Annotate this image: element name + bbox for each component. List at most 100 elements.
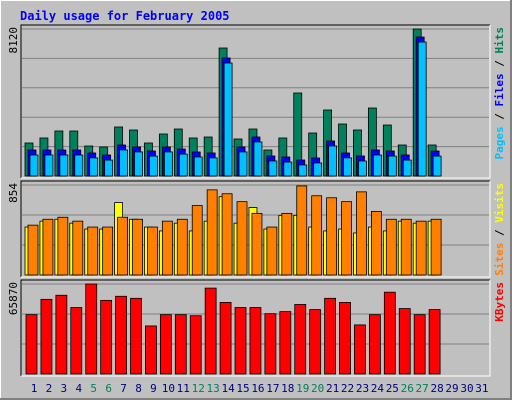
bar	[223, 62, 233, 177]
bar	[208, 157, 218, 177]
bar	[428, 309, 441, 375]
x-tick-label: 18	[281, 382, 294, 395]
bar	[59, 154, 69, 177]
bar	[163, 151, 173, 177]
x-tick-label: 15	[236, 382, 249, 395]
bar	[234, 307, 247, 375]
bar	[324, 297, 337, 375]
y-tick-label: 8120	[7, 27, 20, 54]
panel-edge-dark	[20, 279, 490, 376]
x-tick-label: 14	[221, 382, 235, 395]
bar	[432, 155, 442, 177]
bar	[130, 297, 142, 375]
bar	[117, 216, 128, 276]
panel-edge-light	[21, 181, 491, 278]
bar	[119, 149, 128, 177]
legend-entry: Files	[493, 73, 506, 106]
y-tick-label: 854	[7, 183, 20, 203]
bar	[283, 161, 293, 177]
bar	[311, 195, 323, 276]
panel-edge-light	[21, 280, 491, 377]
bar	[413, 314, 426, 375]
bar	[221, 193, 233, 276]
bar	[176, 218, 188, 276]
bar	[191, 205, 203, 276]
bar	[264, 313, 277, 375]
x-tick-label: 4	[75, 382, 82, 395]
x-tick-label: 8	[135, 382, 142, 395]
bar	[400, 218, 412, 276]
bar	[174, 314, 187, 375]
bar	[343, 157, 352, 177]
bar	[189, 315, 202, 375]
x-tick-label: 23	[356, 382, 369, 395]
bar	[402, 159, 412, 177]
bar	[368, 314, 381, 375]
x-tick-label: 19	[296, 382, 309, 395]
bar	[102, 226, 114, 276]
bar	[40, 298, 53, 375]
bar	[296, 185, 308, 276]
legend-entry: KBytes	[493, 282, 506, 322]
bar	[178, 153, 188, 177]
panel-edge-dark	[20, 180, 490, 277]
bar	[29, 154, 39, 177]
legend: Sites / Visits	[493, 183, 506, 276]
x-tick-label: 22	[341, 382, 354, 395]
x-tick-label: 27	[416, 382, 429, 395]
bar	[134, 151, 143, 177]
x-tick-label: 16	[251, 382, 264, 395]
chart-title: Daily usage for February 2005	[20, 9, 230, 23]
x-tick-label: 12	[192, 382, 205, 395]
panel-edge-light	[21, 25, 491, 179]
x-tick-label: 24	[371, 382, 385, 395]
bar	[238, 151, 248, 177]
bar	[70, 307, 83, 375]
bar	[147, 226, 158, 276]
x-tick-label: 28	[430, 382, 443, 395]
bar	[74, 154, 84, 177]
legend-separator: /	[493, 107, 506, 127]
bar	[385, 218, 397, 276]
legend: Pages / Files / Hits	[493, 27, 506, 160]
bar	[326, 197, 338, 276]
bar	[341, 201, 352, 276]
bar	[204, 287, 217, 375]
bar	[87, 226, 99, 276]
bar	[328, 145, 338, 177]
bar	[372, 154, 382, 177]
x-tick-label: 9	[150, 382, 157, 395]
legend: KBytes	[493, 282, 506, 322]
x-tick-label: 2	[46, 382, 53, 395]
bar	[72, 220, 84, 276]
bar	[253, 141, 263, 177]
x-tick-label: 26	[401, 382, 414, 395]
bar	[206, 189, 218, 276]
bar	[387, 155, 397, 177]
bar	[55, 294, 68, 375]
bar	[313, 162, 323, 177]
bar	[356, 191, 367, 276]
bar	[161, 220, 173, 276]
x-tick-label: 20	[311, 382, 324, 395]
legend-entry: Sites	[493, 243, 506, 276]
bar	[309, 309, 322, 375]
bar	[251, 212, 263, 276]
bar	[249, 307, 262, 375]
bar	[104, 159, 114, 177]
x-tick-label: 13	[207, 382, 220, 395]
bar	[298, 164, 308, 177]
bar	[294, 304, 307, 375]
x-tick-label: 1	[31, 382, 38, 395]
bar	[383, 291, 396, 375]
bar	[25, 314, 38, 375]
bar	[44, 154, 54, 177]
legend-entry: Hits	[493, 27, 506, 54]
x-tick-label: 3	[61, 382, 68, 395]
x-tick-label: 7	[120, 382, 127, 395]
bar	[279, 311, 292, 375]
bar	[115, 295, 127, 375]
bar	[354, 324, 366, 375]
